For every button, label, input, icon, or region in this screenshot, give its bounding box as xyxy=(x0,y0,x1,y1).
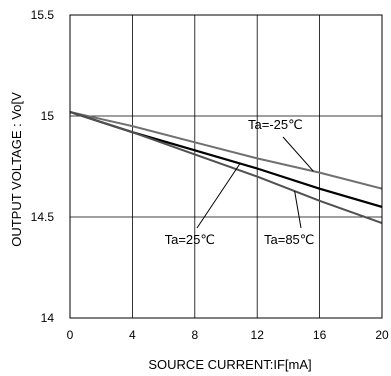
series-annotation: Ta=85℃ xyxy=(264,232,314,247)
y-tick-label: 14 xyxy=(41,311,55,325)
y-axis-label: OUTPUT VOLTAGE : Vo[V xyxy=(9,92,24,247)
annotations: Ta=-25℃ Ta=25℃ Ta=85℃ xyxy=(165,117,315,247)
annotation-leader xyxy=(282,136,314,172)
series-lines xyxy=(69,110,383,225)
annotation-leader xyxy=(294,191,302,229)
x-tick-label: 0 xyxy=(67,328,74,342)
series-line xyxy=(69,111,383,190)
x-tick-label: 8 xyxy=(191,328,198,342)
series-annotation: Ta=25℃ xyxy=(165,232,215,247)
x-tick-label: 20 xyxy=(375,328,389,342)
y-tick-label: 15 xyxy=(41,109,55,123)
tick-labels: 0 4 8 12 16 20 14 14.5 15 15.5 xyxy=(31,8,389,342)
grid xyxy=(70,15,382,318)
plot-frame xyxy=(69,14,383,319)
series-line xyxy=(69,111,383,225)
x-tick-label: 16 xyxy=(313,328,327,342)
y-tick-label: 14.5 xyxy=(31,210,55,224)
series-annotation: Ta=-25℃ xyxy=(248,117,303,132)
x-tick-label: 12 xyxy=(251,328,265,342)
x-tick-label: 4 xyxy=(129,328,136,342)
annotation-leader xyxy=(196,163,241,229)
x-axis-label: SOURCE CURRENT:IF[mA] xyxy=(148,357,311,372)
y-tick-label: 15.5 xyxy=(31,8,55,22)
